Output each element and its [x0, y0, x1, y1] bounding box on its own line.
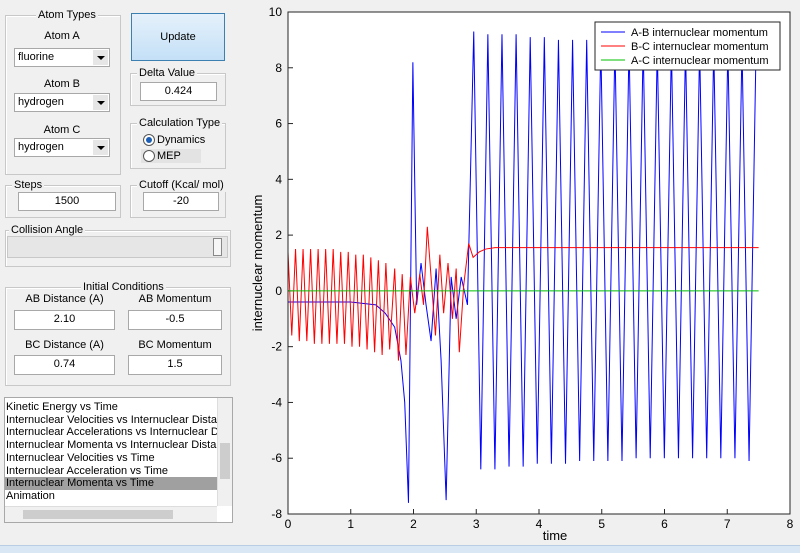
x-tick-label: 7 [724, 517, 731, 531]
legend-label: B-C internuclear momentum [631, 41, 769, 53]
steps-input[interactable]: 1500 [18, 192, 116, 211]
delta-group: Delta Value [130, 67, 226, 106]
series-line [287, 226, 759, 361]
field-input[interactable]: 2.10 [14, 310, 115, 330]
axes-box [287, 11, 791, 515]
group-title: Calculation Type [137, 117, 223, 130]
y-axis-label: internuclear momentum [250, 195, 265, 332]
radio-option[interactable]: Dynamics [141, 133, 205, 147]
atom-label: Atom A [44, 30, 80, 42]
atom-select[interactable]: fluorine [14, 48, 110, 67]
atom-label: Atom B [43, 78, 81, 90]
group-title: Delta Value [137, 67, 198, 80]
series-line [288, 31, 757, 503]
vertical-scrollbar[interactable] [217, 398, 232, 506]
list-item[interactable]: Internuclear Acceleration vs Time [6, 464, 169, 477]
group-title: Collision Angle [9, 224, 86, 237]
y-tick-label: 2 [275, 228, 282, 242]
list-item[interactable]: Internuclear Velocities vs Time [6, 451, 155, 464]
calculation-type-group: Calculation Type [130, 117, 226, 169]
group-title: Steps [12, 179, 45, 192]
cutoff-group: Cutoff (Kcal/ mol) [130, 179, 226, 218]
list-item[interactable]: Animation [6, 489, 55, 502]
legend-label: A-B internuclear momentum [631, 27, 768, 39]
slider-thumb[interactable] [213, 238, 222, 256]
field-label: BC Momentum [138, 339, 212, 351]
y-tick-label: 8 [275, 61, 282, 75]
legend: A-B internuclear momentum B-C internuclea… [594, 21, 781, 71]
field-input[interactable]: 1.5 [128, 355, 222, 375]
select-value: hydrogen [18, 141, 64, 153]
field-label: BC Distance (A) [25, 339, 104, 351]
x-tick-label: 0 [285, 517, 292, 531]
cutoff-input[interactable]: -20 [143, 192, 219, 211]
slider[interactable] [7, 236, 228, 258]
chart: time internuclear momentum 0 1 2 3 4 5 6 7 8 -8 -6… [250, 5, 794, 543]
y-tick-label: -6 [271, 451, 282, 465]
x-tick-label: 8 [787, 517, 794, 531]
y-tick-label: 10 [269, 5, 283, 19]
delta-input[interactable]: 0.424 [140, 82, 217, 101]
atom-select[interactable]: hydrogen [14, 138, 110, 157]
status-strip [0, 545, 800, 553]
plot-listbox[interactable]: Animation Internuclear Momenta vs Time Int… [4, 397, 233, 523]
scroll-thumb[interactable] [23, 510, 173, 519]
group-title: Cutoff (Kcal/ mol) [137, 179, 226, 192]
select-value: fluorine [18, 51, 55, 63]
atom-types-group: Atom Types [5, 9, 121, 175]
list-item[interactable]: Internuclear Velocities vs Internuclear … [6, 413, 217, 426]
field-label: AB Momentum [138, 293, 212, 305]
scroll-thumb[interactable] [220, 443, 230, 479]
steps-group: Steps [5, 179, 121, 218]
list-item[interactable]: Kinetic Energy vs Time [6, 401, 118, 413]
field-input[interactable]: 0.74 [14, 355, 115, 375]
group-title: Atom Types [36, 9, 98, 22]
x-tick-label: 4 [536, 517, 543, 531]
list-item[interactable]: Internuclear Momenta vs Internuclear Dis… [6, 439, 217, 452]
x-tick-label: 1 [347, 517, 354, 531]
list-item[interactable]: Internuclear Accelerations vs Internucle… [6, 426, 217, 439]
initial-conditions-group: Initial Conditions [5, 281, 231, 386]
y-tick-label: -2 [271, 340, 282, 354]
legend-box [594, 21, 781, 71]
x-tick-label: 6 [661, 517, 668, 531]
radio-option[interactable]: MEP [141, 149, 201, 163]
group-title: Initial Conditions [81, 281, 166, 294]
y-tick-label: 6 [275, 117, 282, 131]
field-label: AB Distance (A) [25, 293, 104, 305]
x-axis-label: time [543, 528, 568, 543]
x-tick-label: 2 [410, 517, 417, 531]
atom-label: Atom C [43, 124, 81, 136]
field-input[interactable]: -0.5 [128, 310, 222, 330]
horizontal-scrollbar[interactable] [5, 506, 217, 522]
collision-angle-group: Collision Angle [5, 224, 231, 267]
y-tick-label: -8 [271, 507, 282, 521]
select-value: hydrogen [18, 96, 64, 108]
update-button[interactable]: Update [131, 13, 225, 61]
list-item[interactable]: Internuclear Momenta vs Time [5, 477, 217, 491]
x-tick-label: 3 [473, 517, 480, 531]
y-tick-label: 0 [275, 284, 282, 298]
y-tick-label: 4 [275, 172, 282, 186]
x-tick-label: 5 [598, 517, 605, 531]
y-tick-label: -4 [271, 395, 282, 409]
legend-label: A-C internuclear momentum [631, 55, 769, 67]
atom-select[interactable]: hydrogen [14, 93, 110, 112]
